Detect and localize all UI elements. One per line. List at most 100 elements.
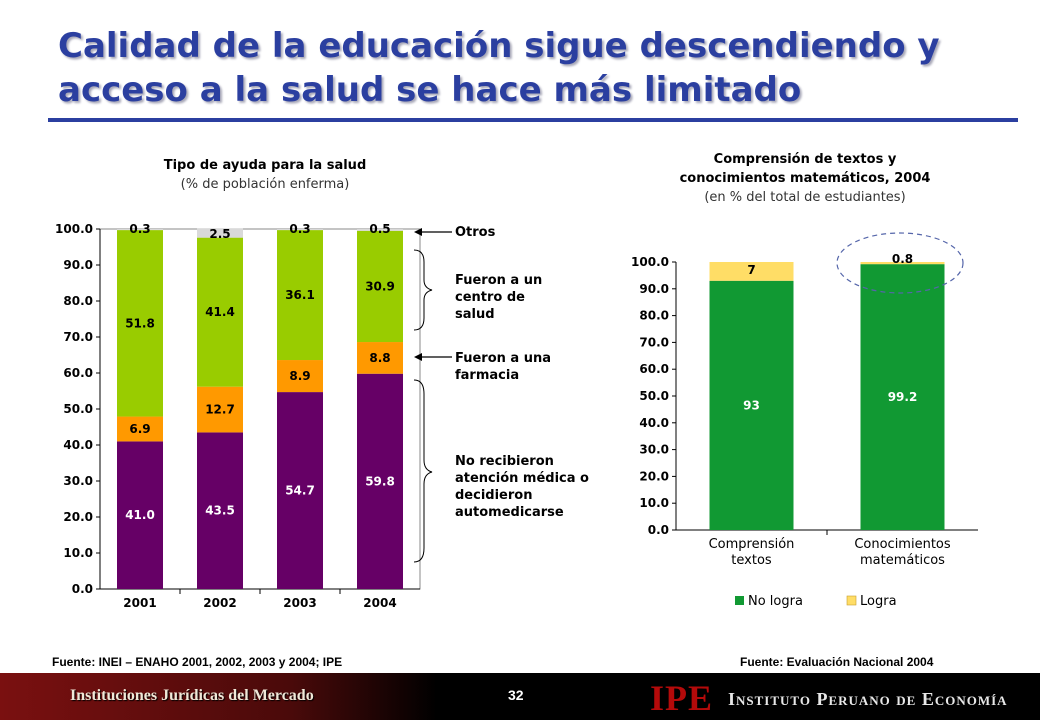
y-tick-label: 20.0 [639, 469, 669, 483]
bar-segment-other [197, 228, 243, 238]
legend-swatch-0 [735, 596, 744, 605]
y-tick-label: 80.0 [639, 309, 669, 323]
data-label: 0.8 [892, 252, 913, 266]
bar-segment-series-1 [709, 262, 794, 281]
bar-segment-series-0 [709, 280, 794, 530]
bar-segment-other [277, 229, 323, 231]
right-source: Fuente: Evaluación Nacional 2004 [740, 655, 934, 669]
y-tick-label: 80.0 [63, 294, 93, 308]
y-tick-label: 90.0 [63, 258, 93, 272]
bar-segment-pharmacy [197, 386, 243, 433]
bar-segment-health_center [277, 230, 323, 361]
annotation-no-l3: decidieron [455, 488, 532, 503]
y-tick-label: 100.0 [631, 255, 669, 269]
annotation-otros: Otros [455, 225, 496, 240]
data-label: 54.7 [285, 484, 315, 498]
bar-segment-health_center [197, 237, 243, 387]
x-category-label: Conocimientos [854, 537, 951, 552]
right-chart-title-line1: Comprensión de textos y [713, 152, 897, 167]
slide-title: Calidad de la educación sigue descendien… [58, 26, 940, 110]
bar-segment-other [117, 229, 163, 231]
y-tick-label: 20.0 [63, 510, 93, 524]
annotation-centro-l3: salud [455, 307, 495, 322]
data-label: 41.4 [205, 305, 235, 319]
ipe-logo: IPE [650, 678, 714, 718]
y-tick-label: 60.0 [63, 366, 93, 380]
no-care-brace [413, 379, 433, 563]
data-label: 43.5 [205, 504, 235, 518]
right-chart-header: Comprensión de textos y conocimientos ma… [640, 150, 970, 207]
data-label: 59.8 [365, 474, 395, 488]
data-label: 93 [743, 398, 760, 412]
annotation-centro-l2: centro de [455, 290, 525, 305]
data-label: 2.5 [209, 227, 230, 241]
annotation-farmacia-l2: farmacia [455, 368, 519, 383]
data-label: 0.5 [369, 222, 390, 236]
bar-segment-series-1 [860, 262, 945, 265]
bar-segment-none [277, 392, 323, 589]
data-label: 12.7 [205, 403, 235, 417]
bar-segment-series-0 [860, 264, 945, 530]
data-label: 0.3 [129, 222, 150, 236]
data-label: 0.3 [289, 222, 310, 236]
y-tick-label: 0.0 [72, 582, 93, 596]
data-label: 7 [747, 263, 755, 277]
data-label: 51.8 [125, 316, 155, 330]
right-chart-subtitle: (en % del total de estudiantes) [704, 190, 906, 205]
y-tick-label: 30.0 [639, 443, 669, 457]
annotation-no-l1: No recibieron [455, 454, 554, 469]
annotation-no-l4: automedicarse [455, 505, 564, 520]
bar-segment-other [357, 229, 403, 231]
y-tick-label: 40.0 [639, 416, 669, 430]
legend-label-1: Logra [860, 594, 897, 609]
bar-segment-pharmacy [117, 416, 163, 442]
bar-segment-health_center [117, 230, 163, 417]
bar-segment-pharmacy [277, 360, 323, 393]
y-tick-label: 60.0 [639, 362, 669, 376]
data-label: 8.8 [369, 351, 390, 365]
left-source: Fuente: INEI – ENAHO 2001, 2002, 2003 y … [52, 655, 343, 669]
y-tick-label: 100.0 [55, 222, 93, 236]
y-tick-label: 0.0 [648, 523, 669, 537]
data-label: 99.2 [888, 390, 918, 404]
data-label: 8.9 [289, 369, 310, 383]
y-tick-label: 10.0 [63, 546, 93, 560]
legend-swatch-1 [846, 595, 857, 606]
annotation-no-l2: atención médica o [455, 471, 589, 486]
y-tick-label: 10.0 [639, 496, 669, 510]
left-chart-subtitle: (% de población enferma) [180, 177, 350, 192]
bar-segment-pharmacy [357, 342, 403, 374]
highlight-ellipse [836, 232, 964, 294]
footer-left-text: Instituciones Jurídicas del Mercado [70, 687, 314, 704]
data-label: 30.9 [365, 279, 395, 293]
right-chart-title-line2: conocimientos matemáticos, 2004 [679, 171, 931, 186]
otros-arrowhead [414, 228, 422, 236]
health-center-brace [413, 249, 433, 331]
bar-segment-none [117, 441, 163, 589]
x-category-label: textos [731, 553, 772, 568]
y-tick-label: 40.0 [63, 438, 93, 452]
x-category-label: 2001 [123, 596, 156, 610]
y-tick-label: 70.0 [639, 335, 669, 349]
y-tick-label: 30.0 [63, 474, 93, 488]
bar-segment-health_center [357, 230, 403, 343]
x-category-label: Comprensión [709, 537, 795, 552]
institution-name: Instituto Peruano de Economía [728, 689, 1008, 709]
y-tick-label: 70.0 [63, 330, 93, 344]
farmacia-arrowhead [414, 353, 422, 361]
y-tick-label: 50.0 [63, 402, 93, 416]
data-label: 41.0 [125, 508, 155, 522]
legend-label-0: No logra [748, 594, 803, 609]
annotation-farmacia-l1: Fueron a una [455, 351, 551, 366]
footer-bar: Instituciones Jurídicas del Mercado 32 I… [0, 673, 1040, 720]
title-underline [48, 118, 1018, 122]
x-category-label: 2003 [283, 596, 316, 610]
x-category-label: 2002 [203, 596, 236, 610]
y-tick-label: 90.0 [639, 282, 669, 296]
bar-segment-none [197, 432, 243, 589]
x-category-label: matemáticos [860, 553, 945, 568]
annotation-centro-l1: Fueron a un [455, 273, 542, 288]
